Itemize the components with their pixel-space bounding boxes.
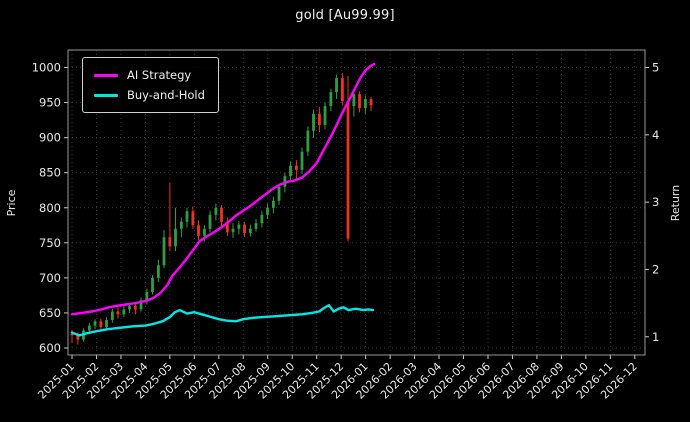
ai-strategy-label: AI Strategy: [127, 68, 192, 82]
left-axis-label: Price: [5, 189, 18, 217]
price-tick-label: 900: [39, 131, 61, 145]
legend-item-ai-strategy: AI Strategy: [94, 65, 205, 85]
return-tick-label: 5: [652, 61, 659, 75]
price-tick-label: 800: [39, 201, 61, 215]
price-tick-label: 850: [39, 166, 61, 180]
price-tick-label: 750: [39, 236, 61, 250]
price-tick-label: 950: [39, 96, 61, 110]
right-axis-label: Return: [669, 184, 682, 222]
price-tick-label: 650: [39, 306, 61, 320]
legend-item-buy-and-hold: Buy-and-Hold: [94, 85, 205, 105]
price-tick-label: 600: [39, 341, 61, 355]
buy-and-hold-label: Buy-and-Hold: [127, 88, 205, 102]
return-tick-label: 3: [652, 195, 659, 209]
legend: AI Strategy Buy-and-Hold: [82, 57, 219, 113]
return-tick-label: 4: [652, 128, 659, 142]
price-tick-label: 1000: [32, 61, 61, 75]
return-tick-label: 1: [652, 330, 659, 344]
price-tick-label: 700: [39, 271, 61, 285]
return-tick-label: 2: [652, 262, 659, 276]
ai-strategy-line-swatch: [94, 73, 118, 77]
chart-title: gold [Au99.99]: [295, 8, 395, 23]
buy-and-hold-line-swatch: [94, 93, 118, 97]
